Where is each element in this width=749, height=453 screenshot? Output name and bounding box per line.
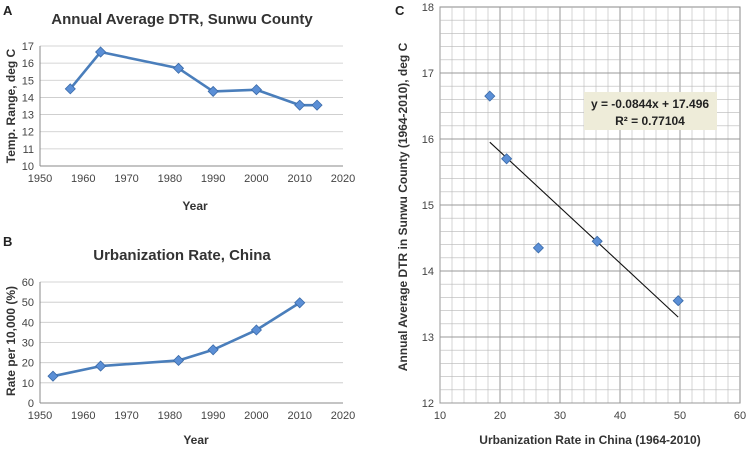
data-point xyxy=(207,85,219,97)
chart-b: B Urbanization Rate, China 0 10 20 30 40 50 60… xyxy=(3,234,355,447)
chart-b-x-ticks: 1950 1960 1970 1980 1990 2000 2010 2020 xyxy=(28,410,355,422)
x-tick-label: 1990 xyxy=(201,410,225,422)
data-point xyxy=(591,235,603,247)
chart-a-y-ticks: 10 11 12 13 14 15 16 17 xyxy=(22,41,34,173)
data-point xyxy=(207,344,219,356)
chart-a-x-ticks: 1950 1960 1970 1980 1990 2000 2010 2020 xyxy=(28,173,355,185)
y-tick-label: 15 xyxy=(422,200,434,212)
data-point xyxy=(172,354,185,367)
y-tick-label: 15 xyxy=(22,75,34,87)
chart-b-ylabel: Rate per 10,000 (%) xyxy=(4,286,18,396)
chart-c-y-ticks: 12 13 14 15 16 17 18 xyxy=(422,2,434,410)
x-tick-label: 1980 xyxy=(158,173,182,185)
x-tick-label: 2000 xyxy=(244,410,268,422)
chart-b-title: Urbanization Rate, China xyxy=(93,247,271,264)
x-tick-label: 2000 xyxy=(244,173,268,185)
data-point xyxy=(672,295,684,307)
y-tick-label: 30 xyxy=(22,338,34,350)
chart-b-xlabel: Year xyxy=(183,433,209,447)
x-tick-label: 1960 xyxy=(71,410,95,422)
data-point xyxy=(294,99,306,111)
trendline xyxy=(489,141,679,318)
x-tick-label: 1950 xyxy=(28,173,52,185)
trendline-equation: y = -0.0844x + 17.496 xyxy=(591,97,709,111)
chart-c-gridlines xyxy=(439,7,740,404)
y-tick-label: 14 xyxy=(22,92,34,104)
y-tick-label: 10 xyxy=(22,161,34,173)
y-tick-label: 50 xyxy=(22,297,34,309)
series-line xyxy=(52,301,301,378)
y-tick-label: 16 xyxy=(422,134,434,146)
y-tick-label: 12 xyxy=(22,127,34,139)
data-point xyxy=(311,99,323,111)
panel-b-letter: B xyxy=(3,234,12,249)
data-point xyxy=(172,62,185,74)
y-tick-label: 17 xyxy=(422,68,434,80)
y-tick-label: 17 xyxy=(22,41,34,53)
r-squared-label: R² = 0.77104 xyxy=(615,114,685,128)
data-point xyxy=(64,83,76,95)
data-point xyxy=(47,370,59,382)
y-tick-label: 60 xyxy=(22,277,34,289)
x-tick-label: 40 xyxy=(614,410,626,422)
x-tick-label: 50 xyxy=(674,410,686,422)
chart-c-x-ticks: 10 20 30 40 50 60 xyxy=(434,410,746,422)
data-point xyxy=(250,84,262,96)
x-tick-label: 1950 xyxy=(28,410,52,422)
chart-a-xlabel: Year xyxy=(182,199,208,213)
panel-a-letter: A xyxy=(3,3,13,18)
data-point xyxy=(250,324,262,336)
x-tick-label: 2010 xyxy=(287,410,311,422)
x-tick-label: 30 xyxy=(554,410,566,422)
x-tick-label: 20 xyxy=(494,410,506,422)
chart-a-plot xyxy=(64,46,323,111)
data-point xyxy=(95,360,107,372)
data-point xyxy=(501,153,513,165)
chart-c-plot xyxy=(484,90,684,318)
y-tick-label: 18 xyxy=(422,2,434,14)
x-tick-label: 1990 xyxy=(201,173,225,185)
chart-a-ylabel: Temp. Range, deg C xyxy=(4,48,18,163)
x-tick-label: 1970 xyxy=(114,173,138,185)
y-tick-label: 14 xyxy=(422,266,434,278)
chart-b-y-ticks: 0 10 20 30 40 50 60 xyxy=(22,277,34,410)
y-tick-label: 12 xyxy=(422,398,434,410)
x-tick-label: 2020 xyxy=(331,173,355,185)
chart-b-gridlines xyxy=(39,281,343,404)
y-tick-label: 40 xyxy=(22,317,34,329)
data-point xyxy=(484,90,496,102)
chart-c-ylabel: Annual Average DTR in Sunwu County (1964… xyxy=(396,42,410,371)
chart-c-xlabel: Urbanization Rate in China (1964-2010) xyxy=(479,433,700,447)
x-tick-label: 2010 xyxy=(287,173,311,185)
y-tick-label: 16 xyxy=(22,58,34,70)
y-tick-label: 11 xyxy=(23,144,34,156)
data-point xyxy=(95,46,107,58)
y-tick-label: 20 xyxy=(22,358,34,370)
chart-b-plot xyxy=(47,297,306,382)
y-tick-label: 10 xyxy=(22,378,34,390)
data-point xyxy=(294,297,306,309)
x-tick-label: 10 xyxy=(434,410,446,422)
x-tick-label: 1970 xyxy=(114,410,138,422)
x-tick-label: 1960 xyxy=(71,173,95,185)
x-tick-label: 1980 xyxy=(158,410,182,422)
y-tick-label: 13 xyxy=(22,110,34,122)
chart-a: A Annual Average DTR, Sunwu County 10111… xyxy=(3,3,355,213)
x-tick-label: 2020 xyxy=(331,410,355,422)
x-tick-label: 60 xyxy=(734,410,746,422)
data-point xyxy=(532,242,544,254)
y-tick-label: 0 xyxy=(28,398,34,410)
y-tick-label: 13 xyxy=(422,332,434,344)
panel-c-letter: C xyxy=(395,3,405,18)
trendline-annotation-box xyxy=(584,92,717,130)
chart-c: C 12 13 14 15 16 17 18 10 20 30 40 50 60 y = -0.084… xyxy=(395,2,746,447)
chart-a-title: Annual Average DTR, Sunwu County xyxy=(51,11,313,28)
